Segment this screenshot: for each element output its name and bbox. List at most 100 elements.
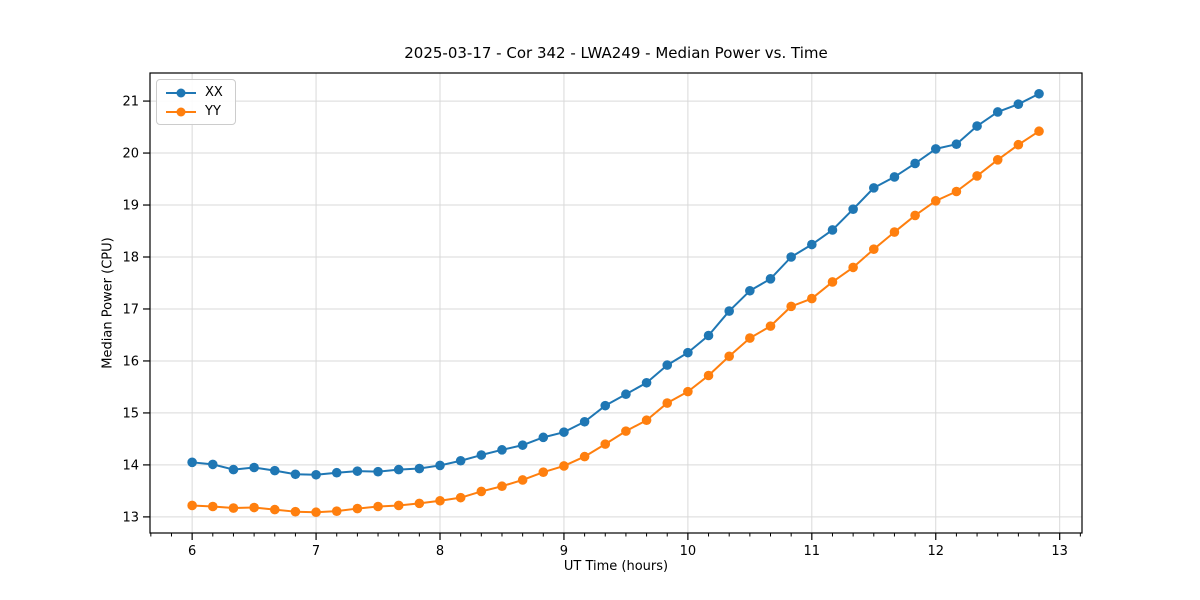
y-tick-label: 19 — [122, 199, 139, 214]
series-XX-marker — [352, 466, 363, 476]
series-YY-marker — [600, 439, 611, 449]
series-YY-marker — [662, 398, 673, 408]
series-XX-marker — [393, 464, 404, 475]
x-tick-label: 13 — [1051, 544, 1068, 559]
series-XX-marker — [951, 139, 962, 150]
series-YY-marker — [765, 321, 776, 331]
series-XX-marker — [414, 463, 425, 474]
series-XX-marker — [765, 274, 776, 284]
series-YY-marker — [455, 492, 466, 503]
y-tick-label: 14 — [122, 458, 139, 473]
x-tick-label: 7 — [312, 544, 320, 559]
series-YY-line — [192, 130, 1040, 514]
x-tick-label: 11 — [804, 544, 821, 559]
y-tick-label: 13 — [122, 510, 139, 525]
legend-item-xx: XX — [166, 85, 223, 100]
series-YY-marker — [290, 506, 301, 517]
series-XX-marker — [786, 252, 796, 262]
series-XX-marker — [455, 455, 466, 466]
y-tick-label: 18 — [122, 251, 139, 266]
series-XX-marker — [476, 450, 487, 460]
series-YY-marker — [930, 196, 941, 206]
series-XX-marker — [868, 183, 879, 193]
series-YY-marker — [972, 171, 982, 181]
x-tick-label: 6 — [188, 544, 196, 559]
series-YY-marker — [827, 277, 838, 287]
series-XX-marker — [517, 440, 528, 450]
series-YY-marker — [807, 293, 817, 304]
series-XX-marker — [930, 144, 941, 154]
x-tick-label: 8 — [436, 544, 444, 559]
series-YY-marker — [1013, 139, 1024, 150]
series-YY-marker — [1034, 126, 1044, 137]
legend-label-xx: XX — [205, 85, 223, 100]
series-XX-marker — [249, 462, 259, 473]
series-XX-marker — [579, 416, 590, 427]
series-YY-marker — [703, 370, 714, 381]
series-XX-marker — [703, 330, 714, 341]
series-YY-marker — [414, 498, 425, 509]
series-YY-marker — [745, 333, 755, 343]
series-XX-marker — [641, 377, 652, 388]
series-YY-marker — [228, 503, 239, 513]
series-YY-marker — [579, 451, 590, 462]
series-XX-marker — [827, 225, 838, 235]
series-XX-marker — [807, 239, 817, 250]
series-XX-marker — [559, 427, 569, 437]
legend: XX YY — [156, 79, 236, 125]
y-tick-label: 16 — [122, 354, 139, 369]
series-YY-marker — [951, 186, 962, 197]
series-XX-marker — [683, 347, 693, 358]
legend-swatch-xx — [166, 88, 196, 98]
series-XX-marker — [910, 158, 920, 169]
series-XX-marker — [724, 306, 734, 316]
legend-swatch-yy — [166, 107, 196, 117]
series-XX-marker — [269, 465, 280, 476]
series-XX-marker — [373, 466, 383, 477]
series-XX-marker — [745, 285, 755, 296]
series-YY-marker — [641, 415, 652, 426]
y-tick-label: 21 — [122, 95, 139, 110]
series-XX-line — [192, 92, 1040, 476]
series-XX-marker — [1013, 99, 1024, 109]
series-YY-marker — [910, 210, 920, 221]
chart-title: 2025-03-17 - Cor 342 - LWA249 - Median P… — [404, 44, 828, 62]
series-YY-marker — [992, 155, 1003, 165]
series-XX-marker — [889, 172, 900, 182]
series-XX-marker — [311, 469, 321, 480]
series-XX-marker — [228, 464, 239, 475]
series-YY-marker — [311, 507, 321, 518]
series-YY-marker — [559, 461, 569, 471]
series-XX-marker — [972, 121, 982, 131]
series-YY-marker — [208, 501, 218, 512]
series-XX-marker — [662, 360, 673, 370]
series-YY-marker — [868, 244, 879, 254]
x-tick-label: 9 — [560, 544, 568, 559]
legend-item-yy: YY — [166, 104, 223, 119]
series-YY-marker — [786, 301, 796, 312]
series-XX-marker — [600, 400, 611, 411]
series-YY-marker — [497, 481, 507, 492]
series-YY-marker — [352, 503, 363, 514]
series-YY-marker — [621, 426, 631, 436]
legend-marker-dot — [176, 88, 186, 97]
x-axis-label: UT Time (hours) — [563, 559, 669, 574]
series-XX-marker — [538, 432, 549, 443]
legend-label-yy: YY — [205, 104, 221, 119]
series-YY-marker — [848, 262, 858, 273]
y-tick-label: 20 — [122, 147, 139, 162]
series-XX-marker — [621, 389, 631, 400]
series-YY-marker — [683, 386, 693, 397]
series-YY-marker — [373, 501, 383, 512]
legend-marker-dot — [176, 107, 186, 116]
series-YY-marker — [187, 500, 197, 511]
series-YY-marker — [435, 495, 445, 506]
series-XX-marker — [992, 107, 1003, 117]
series-YY-marker — [331, 506, 342, 516]
series-YY-marker — [517, 475, 528, 485]
series-XX-marker — [435, 460, 445, 471]
series-YY-marker — [724, 351, 734, 362]
y-tick-label: 15 — [122, 406, 139, 421]
